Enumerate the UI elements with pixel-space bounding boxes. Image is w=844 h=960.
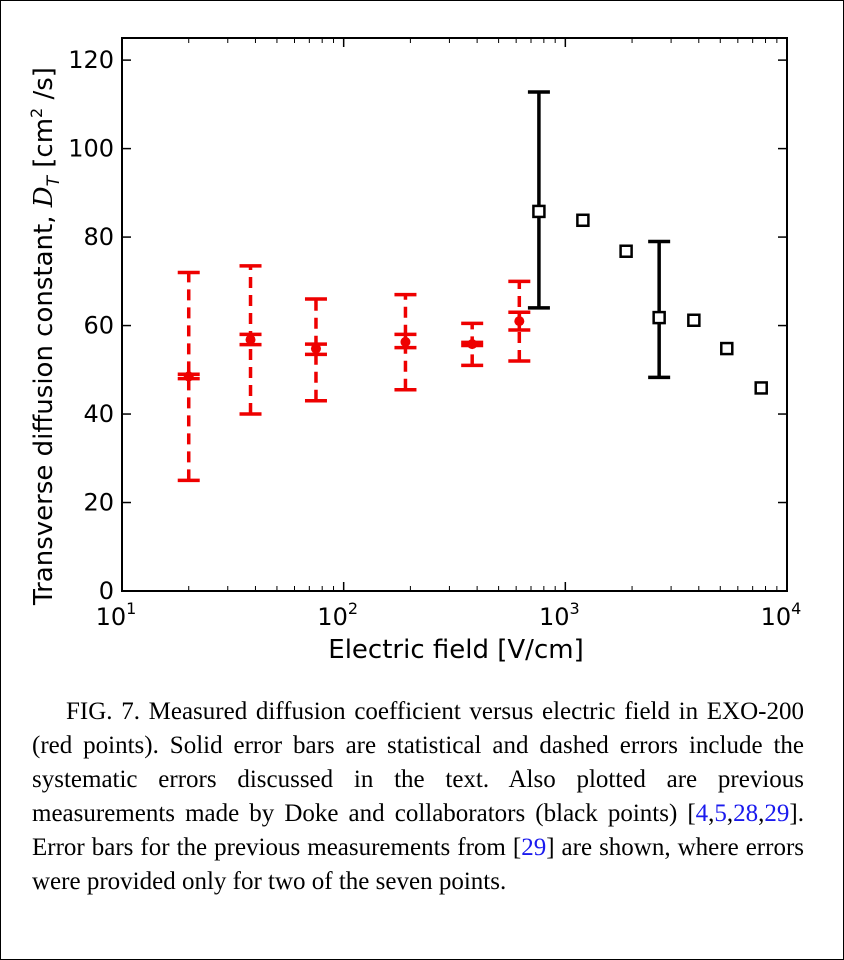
data-marker-dot (514, 316, 525, 327)
y-axis-label-prefix: Transverse diffusion constant, (29, 207, 59, 606)
data-marker-square (652, 310, 666, 325)
y-tick-label: 20 (83, 489, 114, 517)
figure-caption: FIG. 7. Measured diffusion coefficient v… (32, 695, 804, 899)
data-marker-dot (310, 343, 321, 354)
caption-text-3: ] are shown, where errors were provided … (32, 834, 804, 895)
y-tick-label: 80 (83, 223, 114, 251)
y-axis-label-unit-exponent: 2 (27, 108, 46, 118)
x-tick-label: 102 (317, 599, 358, 631)
y-axis-label: Transverse diffusion constant, DT [cm2 /… (27, 67, 64, 606)
x-axis-label: Electric field [V/cm] (328, 635, 583, 665)
data-marker-dot (400, 336, 411, 347)
y-axis-label-unit-close: /s] (29, 67, 59, 108)
y-axis-label-unit: [cm (29, 118, 59, 176)
y-tick-label: 60 (83, 312, 114, 340)
data-marker-square (532, 204, 546, 219)
data-marker-dot (183, 371, 194, 382)
caption-text-2: ]. Error bars for the previous measureme… (32, 800, 804, 861)
caption-separator: , (708, 800, 715, 827)
data-marker-dot (245, 334, 256, 345)
caption-text-1: FIG. 7. Measured diffusion coefficient v… (32, 698, 804, 827)
citation-link-4[interactable]: 4 (695, 800, 709, 827)
data-marker-square (619, 244, 633, 258)
x-tick-label: 103 (539, 599, 580, 631)
citation-link-29[interactable]: 29 (764, 800, 790, 827)
black-data-point (720, 341, 734, 356)
caption-separator: , (726, 800, 734, 827)
data-marker-square (754, 381, 768, 395)
black-data-point (576, 213, 590, 228)
caption-separator: , (758, 800, 765, 827)
black-data-point (648, 239, 671, 380)
x-tick-label: 104 (761, 599, 802, 631)
plot-frame (121, 37, 788, 592)
y-axis-label-subscript: T (44, 174, 64, 186)
black-data-point (527, 90, 550, 310)
chart: 101 102 103 104 0 20 40 60 80 100 120 Electric fi… (27, 37, 802, 665)
y-tick-label: 40 (83, 400, 114, 428)
red-data-point (304, 297, 327, 403)
citation-link-5[interactable]: 5 (714, 800, 727, 827)
red-data-point (394, 292, 417, 392)
citation-link-29[interactable]: 29 (521, 834, 547, 861)
plot-area (121, 37, 788, 592)
black-data-point (754, 381, 768, 395)
data-marker-square (720, 341, 734, 356)
x-axis-ticks: 101 102 103 104 (96, 38, 802, 631)
y-tick-label: 120 (68, 46, 114, 74)
x-tick-label: 101 (96, 599, 137, 631)
y-tick-label: 0 (99, 577, 114, 605)
data-marker-square (576, 213, 590, 228)
data-marks (177, 90, 768, 483)
black-data-point (619, 244, 633, 258)
y-axis-label-symbol: D (29, 186, 59, 208)
black-data-point (687, 313, 701, 328)
red-data-point (508, 279, 531, 363)
red-data-point (239, 264, 262, 416)
citation-link-28[interactable]: 28 (733, 800, 759, 827)
red-data-point (461, 321, 484, 368)
y-axis-ticks: 0 20 40 60 80 100 120 (68, 46, 787, 605)
data-marker-dot (467, 339, 478, 350)
red-data-point (177, 270, 200, 483)
data-marker-square (687, 313, 701, 328)
y-tick-label: 100 (68, 135, 114, 163)
